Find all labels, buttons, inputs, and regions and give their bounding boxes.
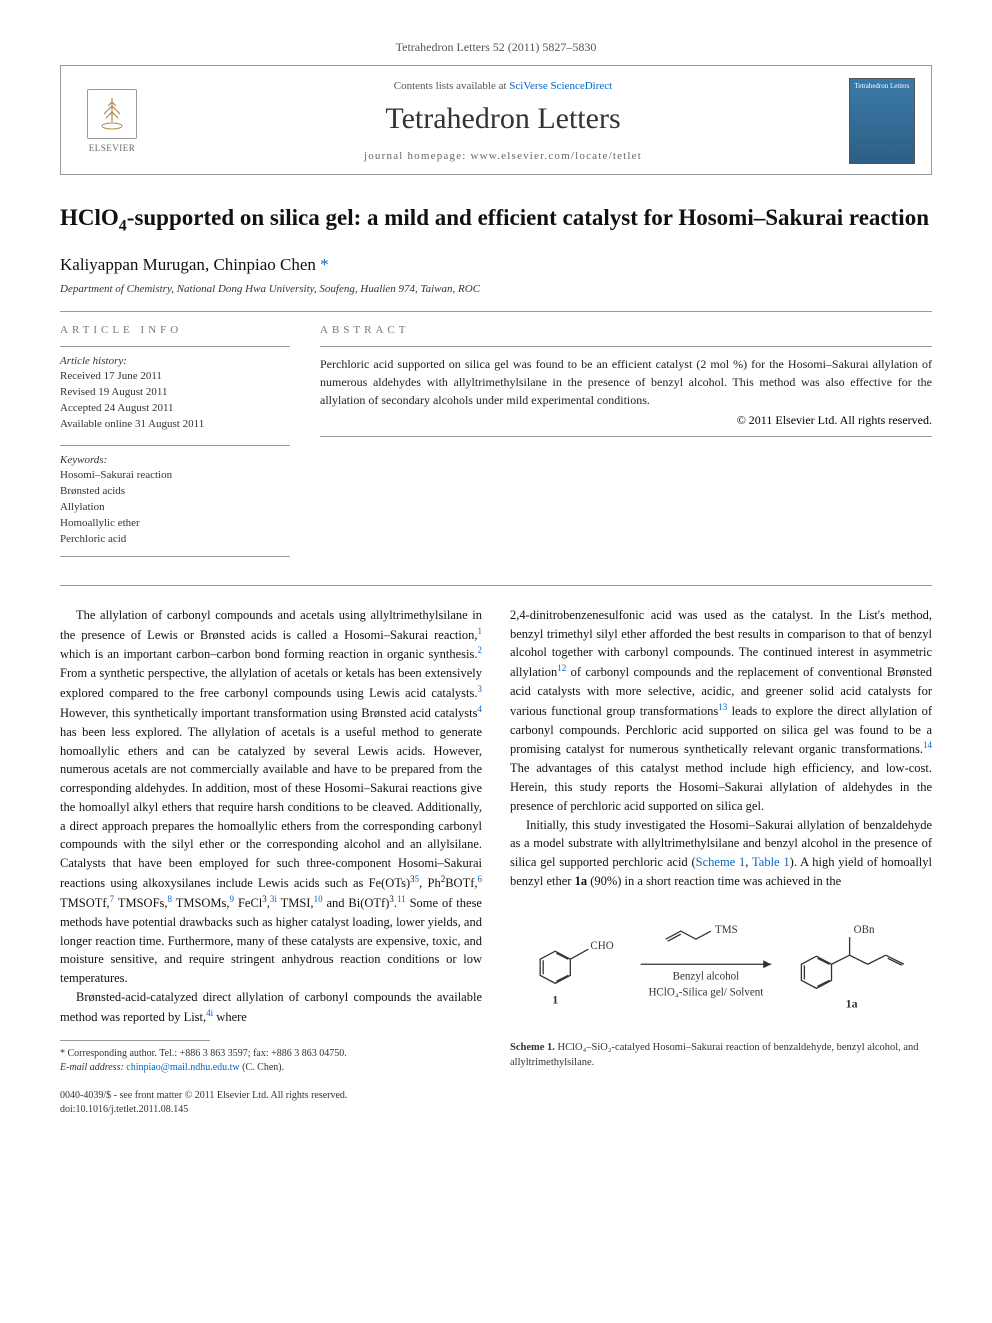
keyword-1: Hosomi–Sakurai reaction	[60, 468, 290, 484]
table-1-link[interactable]: Table 1	[752, 855, 790, 869]
divider-2	[60, 585, 932, 586]
ref-11[interactable]: 11	[397, 894, 406, 904]
ref-14[interactable]: 14	[923, 740, 932, 750]
abstract-text: Perchloric acid supported on silica gel …	[320, 355, 932, 409]
homepage-url[interactable]: www.elsevier.com/locate/tetlet	[471, 150, 643, 162]
tms-label: TMS	[715, 924, 738, 936]
front-matter: 0040-4039/$ - see front matter © 2011 El…	[60, 1089, 932, 1117]
benzyl-alcohol-label: Benzyl alcohol	[673, 970, 740, 982]
ref-6[interactable]: 6	[478, 874, 483, 884]
citation: Tetrahedron Letters 52 (2011) 5827–5830	[60, 40, 932, 55]
email-link[interactable]: chinpiao@mail.ndhu.edu.tw	[126, 1062, 239, 1073]
footnote-divider	[60, 1040, 210, 1041]
author-2: Chinpiao Chen	[213, 255, 315, 274]
authors: Kaliyappan Murugan, Chinpiao Chen *	[60, 255, 932, 275]
journal-cover-thumbnail: Tetrahedron Letters	[849, 78, 915, 164]
cho-label: CHO	[590, 940, 613, 952]
scheme-1-caption: Scheme 1. HClO₄–SiO₂-catalyed Hosomi–Sak…	[510, 1041, 932, 1070]
keywords-heading: Keywords:	[60, 454, 290, 466]
title-post: -supported on silica gel: a mild and eff…	[127, 205, 929, 230]
history-revised: Revised 19 August 2011	[60, 385, 290, 401]
history-online: Available online 31 August 2011	[60, 417, 290, 433]
body-column-right: 2,4-dinitrobenzenesulfonic acid was used…	[510, 606, 932, 1076]
history-received: Received 17 June 2011	[60, 369, 290, 385]
keyword-2: Brønsted acids	[60, 484, 290, 500]
keyword-4: Homoallylic ether	[60, 516, 290, 532]
cover-title: Tetrahedron Letters	[855, 83, 910, 91]
corresponding-link[interactable]: *	[320, 255, 329, 274]
corresponding-footnote: * Corresponding author. Tel.: +886 3 863…	[60, 1047, 482, 1075]
article-title: HClO4-supported on silica gel: a mild an…	[60, 203, 932, 237]
history-accepted: Accepted 24 August 2011	[60, 401, 290, 417]
article-info-label: ARTICLE INFO	[60, 324, 290, 336]
email-label: E-mail address:	[60, 1062, 124, 1073]
compound-1a-label: 1a	[846, 996, 858, 1010]
scheme-1-svg: CHO 1 TMS Benzyl alcohol HClO₄-Silica ge…	[510, 909, 932, 1030]
ref-12[interactable]: 12	[557, 663, 566, 673]
doi-line: doi:10.1016/j.tetlet.2011.08.145	[60, 1103, 932, 1117]
keyword-3: Allylation	[60, 500, 290, 516]
corr-author-info: * Corresponding author. Tel.: +886 3 863…	[60, 1047, 482, 1061]
ref-2[interactable]: 2	[478, 645, 483, 655]
scheme-1-link[interactable]: Scheme 1	[696, 855, 746, 869]
body-column-left: The allylation of carbonyl compounds and…	[60, 606, 482, 1076]
title-pre: HClO	[60, 205, 119, 230]
compound-1-label: 1	[552, 992, 558, 1006]
contents-available: Contents lists available at SciVerse Sci…	[157, 80, 849, 92]
ref-10[interactable]: 10	[314, 894, 323, 904]
publisher-logo: ELSEVIER	[77, 81, 147, 161]
ref-3[interactable]: 3	[478, 684, 483, 694]
keywords: Keywords: Hosomi–Sakurai reaction Brønst…	[60, 445, 290, 557]
ref-4[interactable]: 4	[478, 704, 483, 714]
copyright: © 2011 Elsevier Ltd. All rights reserved…	[320, 413, 932, 428]
issn-line: 0040-4039/$ - see front matter © 2011 El…	[60, 1089, 932, 1103]
affiliation: Department of Chemistry, National Dong H…	[60, 283, 932, 295]
body-para-2: Brønsted-acid-catalyzed direct allylatio…	[60, 988, 482, 1027]
journal-name: Tetrahedron Letters	[157, 102, 849, 136]
scheme-1: CHO 1 TMS Benzyl alcohol HClO₄-Silica ge…	[510, 909, 932, 1071]
sciencedirect-link[interactable]: SciVerse ScienceDirect	[509, 80, 612, 92]
keyword-5: Perchloric acid	[60, 532, 290, 548]
abstract-label: ABSTRACT	[320, 324, 932, 336]
title-sub: 4	[119, 218, 127, 235]
journal-header: ELSEVIER Contents lists available at Sci…	[60, 65, 932, 175]
body-para-1: The allylation of carbonyl compounds and…	[60, 606, 482, 988]
email-suffix: (C. Chen).	[240, 1062, 284, 1073]
body-para-4: Initially, this study investigated the H…	[510, 816, 932, 891]
elsevier-tree-icon	[87, 89, 137, 139]
ref-1[interactable]: 1	[478, 626, 483, 636]
catalyst-label: HClO₄-Silica gel/ Solvent	[648, 986, 763, 998]
homepage-prefix: journal homepage:	[364, 150, 471, 162]
ref-13[interactable]: 13	[718, 702, 727, 712]
history-heading: Article history:	[60, 355, 290, 367]
author-1: Kaliyappan Murugan	[60, 255, 205, 274]
article-history: Article history: Received 17 June 2011 R…	[60, 346, 290, 433]
contents-prefix: Contents lists available at	[394, 80, 509, 92]
obn-label: OBn	[854, 924, 875, 936]
divider	[60, 311, 932, 312]
body-para-3: 2,4-dinitrobenzenesulfonic acid was used…	[510, 606, 932, 816]
ref-3i[interactable]: 3i	[270, 894, 277, 904]
journal-homepage: journal homepage: www.elsevier.com/locat…	[157, 150, 849, 162]
publisher-name: ELSEVIER	[89, 143, 136, 153]
